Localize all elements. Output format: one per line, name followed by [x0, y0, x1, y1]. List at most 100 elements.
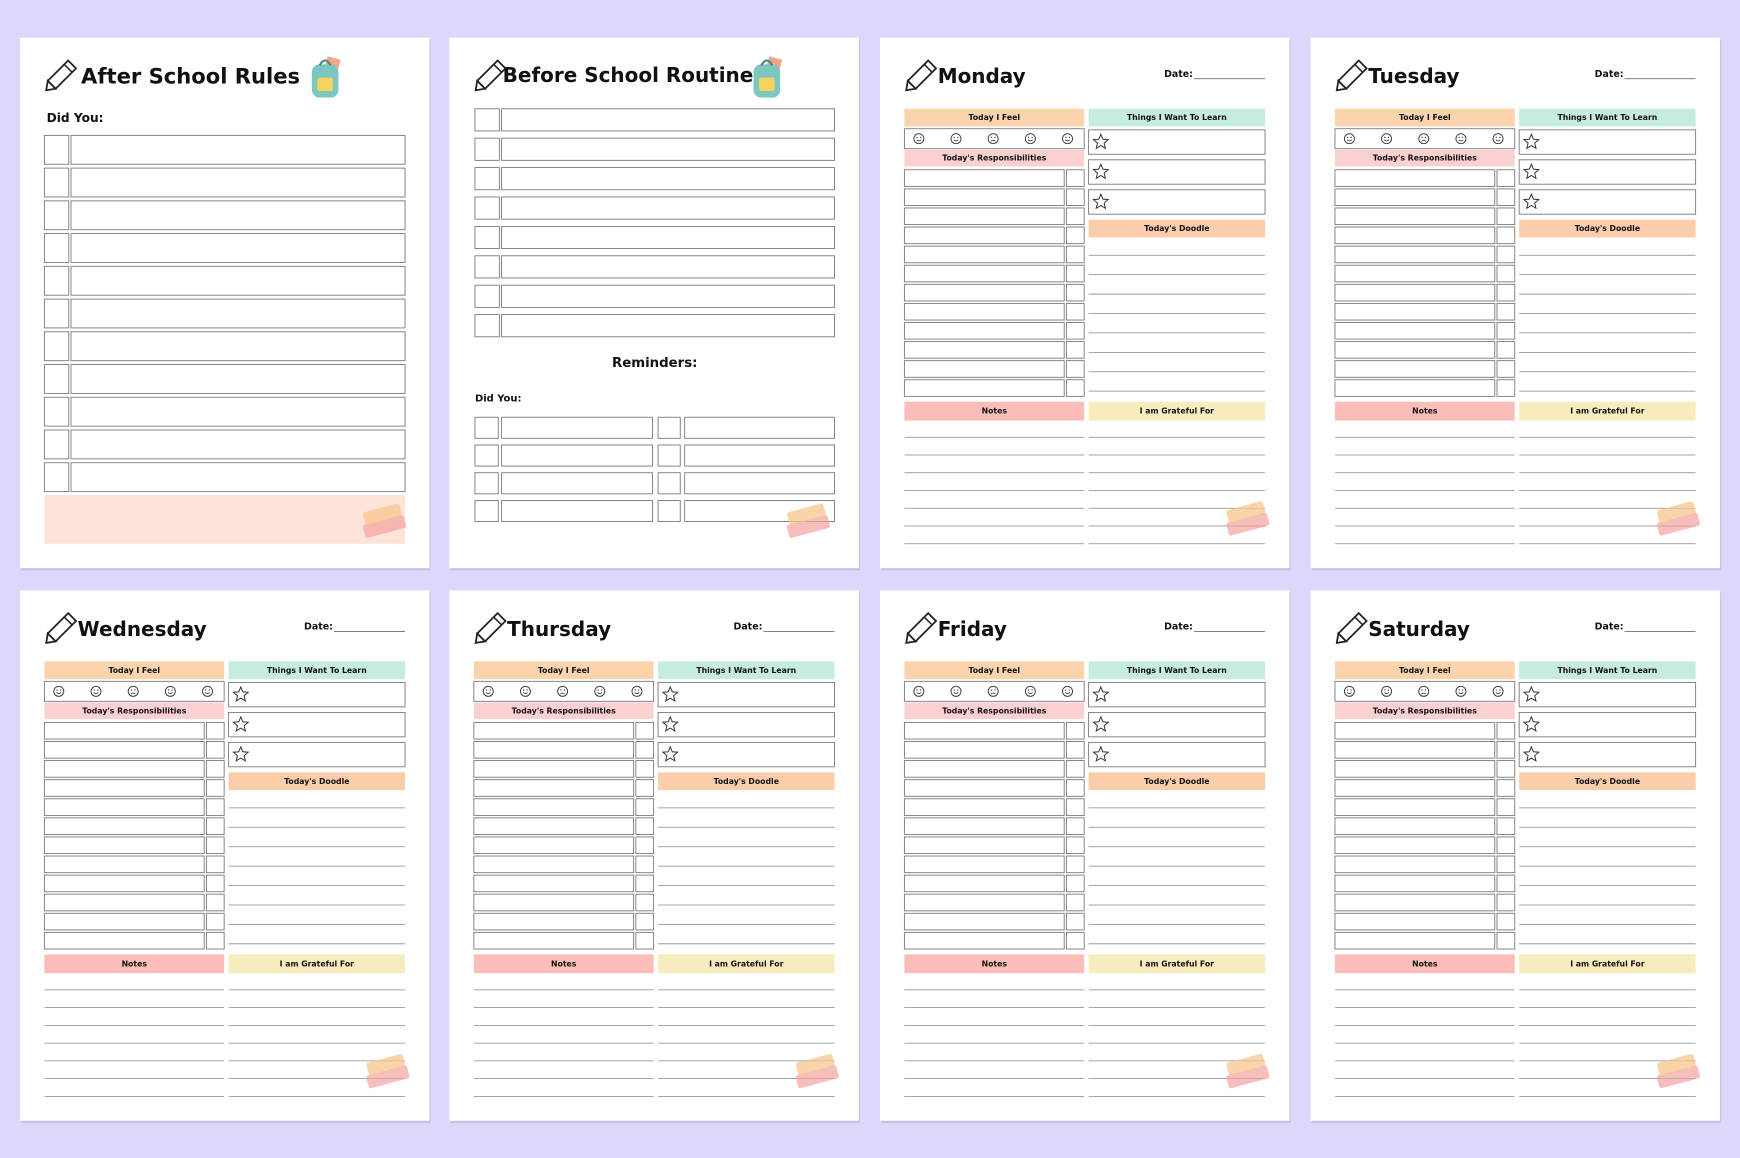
checkbox — [1065, 207, 1085, 226]
pencil-icon — [1335, 59, 1368, 92]
mood-eye — [1350, 136, 1352, 139]
input-box — [1334, 341, 1496, 359]
book-bottom — [1656, 1065, 1701, 1089]
pencil-icon — [474, 611, 507, 645]
input-box — [43, 798, 205, 816]
mood-mouth — [56, 692, 62, 694]
input-box — [473, 912, 635, 931]
day-page: Saturday Date: Today I Feel Things I Want T… — [1310, 590, 1722, 1124]
section-band — [228, 772, 406, 791]
checkbox — [474, 284, 500, 308]
star-icon — [232, 715, 250, 732]
checkbox — [1496, 912, 1516, 931]
mood-face — [950, 133, 962, 145]
input-box — [473, 779, 635, 797]
checkbox — [1496, 836, 1516, 855]
learn-box — [1518, 189, 1697, 215]
input-box — [473, 798, 635, 816]
input-box — [43, 874, 205, 893]
section-label: Notes — [1412, 407, 1438, 416]
mood-face — [1455, 685, 1467, 697]
checkbox — [635, 912, 655, 931]
checkbox — [1065, 836, 1085, 855]
input-box — [1334, 836, 1496, 855]
footer-band — [44, 494, 406, 544]
star-icon — [232, 745, 250, 762]
section-band — [1334, 108, 1515, 127]
section-band — [1334, 149, 1515, 167]
backpack-pocket — [759, 77, 775, 91]
checkbox — [635, 741, 655, 759]
checkbox — [474, 196, 500, 220]
mood-mouth — [1384, 139, 1390, 142]
mood-eye — [638, 689, 640, 691]
mood-mouth — [1027, 692, 1033, 694]
mood-mouth — [634, 692, 640, 694]
section-band — [44, 661, 225, 680]
section-band — [904, 149, 1085, 167]
input-box — [903, 798, 1065, 816]
section-band — [1088, 108, 1266, 127]
input-box — [903, 188, 1065, 206]
input-box — [43, 855, 205, 874]
checkbox — [205, 874, 225, 893]
input-box — [70, 233, 406, 263]
checkbox — [635, 893, 655, 912]
input-box — [501, 472, 653, 495]
star-icon — [1092, 132, 1110, 150]
mood-mouth — [167, 692, 173, 694]
section-label: Today's Doodle — [284, 777, 349, 786]
section-label: Today's Responsibilities — [942, 154, 1046, 163]
input-box — [1334, 741, 1496, 759]
learn-box — [1518, 741, 1697, 768]
mood-eye — [1499, 136, 1501, 139]
input-box — [903, 264, 1065, 283]
book-bottom — [1226, 512, 1270, 536]
day-title: Tuesday — [1368, 64, 1459, 88]
mood-face — [1492, 133, 1504, 145]
section-label: Today's Doodle — [1575, 777, 1640, 786]
section-band — [1519, 954, 1696, 974]
pencil-icon — [45, 59, 78, 92]
book-bottom — [786, 515, 831, 538]
pencil-band — [493, 63, 503, 73]
pencil-icon — [905, 59, 938, 92]
pencil-band — [63, 63, 73, 73]
input-box — [1334, 874, 1496, 893]
book-top — [1226, 1053, 1266, 1076]
checkbox — [474, 137, 500, 161]
section-band — [1334, 954, 1515, 974]
mood-mouth — [1027, 139, 1033, 142]
mood-eye — [167, 689, 170, 691]
section-band — [904, 401, 1085, 421]
input-box — [903, 283, 1065, 302]
after-school-rules-page: After School Rules Did You: — [19, 37, 431, 571]
input-box — [70, 200, 406, 231]
date-label: Date: — [1595, 69, 1624, 80]
checkbox — [205, 836, 225, 855]
pencil-band — [493, 616, 503, 626]
mood-face — [164, 685, 176, 697]
input-box — [70, 265, 406, 296]
learn-box — [1518, 159, 1697, 185]
mood-eye — [1346, 136, 1349, 139]
mood-eye — [1421, 136, 1423, 139]
checkbox — [205, 760, 225, 778]
input-box — [501, 108, 835, 132]
learn-box — [1518, 682, 1697, 708]
input-box — [1334, 779, 1496, 797]
input-box — [903, 893, 1065, 912]
section-band — [658, 954, 835, 974]
input-box — [1334, 245, 1496, 264]
mood-mouth — [1458, 139, 1464, 142]
mood-eye — [93, 689, 95, 691]
checkbox — [1065, 322, 1085, 340]
section-band — [1334, 401, 1515, 421]
mood-eye — [1424, 136, 1427, 139]
mood-box — [1334, 128, 1516, 150]
input-box — [903, 931, 1065, 950]
checkbox — [1496, 322, 1516, 340]
mood-eye — [1458, 136, 1460, 139]
input-box — [903, 360, 1065, 378]
checkbox — [474, 314, 500, 338]
